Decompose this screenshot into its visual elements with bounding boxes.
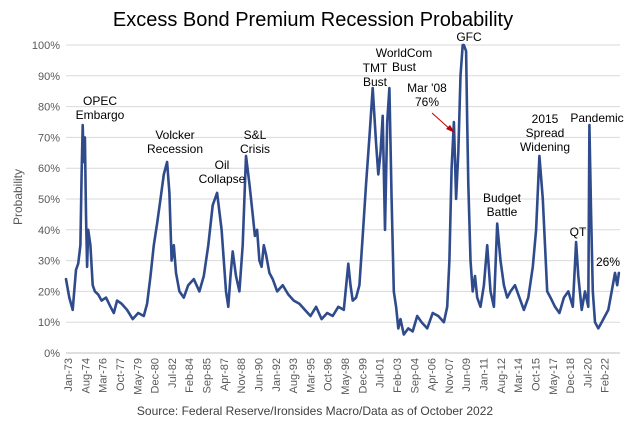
- x-tick-label: Apr-87: [219, 358, 231, 391]
- x-tick-label: Jun-09: [461, 358, 473, 392]
- y-axis-ticks: 0% 10% 20% 30% 40% 50% 60% 70% 80% 90% 100%: [32, 40, 60, 360]
- annotation-line: Pandemic: [570, 111, 623, 125]
- annotation-label: Oil Collapse: [199, 158, 246, 186]
- annotation-label: 26%: [596, 255, 620, 269]
- annotation-line: WorldCom: [376, 46, 432, 60]
- annotation-line: Embargo: [76, 108, 125, 122]
- annotation-line: Collapse: [199, 172, 246, 186]
- x-tick-label: Dec-18: [565, 358, 577, 393]
- annotation-label: 2015 Spread Widening: [520, 112, 570, 154]
- x-tick-label: Jul-01: [375, 358, 387, 388]
- x-tick-label: Oct-77: [115, 358, 127, 391]
- annotation-label: GFC: [456, 30, 482, 44]
- x-tick-label: Aug-93: [288, 358, 300, 393]
- annotation-line: Bust: [392, 60, 417, 74]
- y-tick-label: 30%: [38, 256, 60, 268]
- annotation-line: 26%: [596, 255, 620, 269]
- annotation-label: OPEC Embargo: [76, 94, 125, 122]
- x-tick-label: Jul-20: [582, 358, 594, 388]
- x-tick-label: Nov-07: [444, 358, 456, 393]
- y-axis-label: Probability: [11, 169, 25, 225]
- x-tick-label: May-79: [132, 358, 144, 395]
- series-line: [64, 43, 621, 336]
- annotation-line: Spread: [526, 126, 565, 140]
- x-tick-label: Oct-96: [323, 358, 335, 391]
- y-tick-label: 100%: [32, 40, 60, 52]
- y-tick-label: 90%: [38, 71, 60, 83]
- annotation-line: Battle: [487, 205, 518, 219]
- x-tick-label: Feb-03: [392, 358, 404, 393]
- annotation-label: Mar '08 76%: [407, 81, 447, 109]
- annotation-line: Bust: [363, 75, 388, 89]
- annotation-line: Oil: [215, 158, 230, 172]
- annotation-line: Recession: [147, 142, 203, 156]
- y-tick-label: 20%: [38, 286, 60, 298]
- annotation-line: GFC: [456, 30, 482, 44]
- y-tick-label: 50%: [38, 194, 60, 206]
- x-tick-label: Aug-12: [496, 358, 508, 393]
- x-tick-label: Sep-04: [409, 358, 421, 393]
- annotation-line: 2015: [532, 112, 559, 126]
- annotation-label: QT: [570, 225, 587, 239]
- x-tick-label: Feb-84: [184, 358, 196, 393]
- x-tick-label: Feb-22: [600, 358, 612, 393]
- x-tick-label: Jun-90: [253, 358, 265, 392]
- annotation-arrowhead: [446, 125, 455, 133]
- annotation-line: Volcker: [155, 128, 194, 142]
- y-tick-label: 10%: [38, 317, 60, 329]
- annotation-line: TMT: [363, 61, 388, 75]
- x-tick-label: Sep-85: [202, 358, 214, 393]
- source-note: Source: Federal Reserve/Ironsides Macro/…: [137, 404, 494, 418]
- x-tick-label: Oct-15: [530, 358, 542, 391]
- annotation-line: OPEC: [83, 94, 117, 108]
- x-tick-label: Mar-95: [305, 358, 317, 393]
- annotation-line: Budget: [483, 191, 522, 205]
- gridlines: [66, 44, 620, 323]
- annotation-line: Mar '08: [407, 81, 447, 95]
- x-tick-label: Mar-76: [98, 358, 110, 393]
- x-tick-label: Mar-14: [513, 358, 525, 393]
- annotation-label: Volcker Recession: [147, 128, 203, 156]
- chart-title: Excess Bond Premium Recession Probabilit…: [113, 9, 513, 31]
- x-tick-label: Jul-82: [167, 358, 179, 388]
- annotation-label: S&L Crisis: [240, 128, 270, 156]
- annotation-line: Crisis: [240, 142, 270, 156]
- x-tick-label: Jan-92: [271, 358, 283, 392]
- annotation-line: Widening: [520, 140, 570, 154]
- x-tick-label: Dec-99: [357, 358, 369, 393]
- y-tick-label: 80%: [38, 102, 60, 114]
- x-tick-label: Jan-73: [63, 358, 75, 392]
- y-tick-label: 40%: [38, 225, 60, 237]
- x-axis-ticks: Jan-73 Aug-74 Mar-76 Oct-77 May-79 Dec-80 Jul-…: [63, 358, 612, 395]
- x-tick-label: Apr-06: [427, 358, 439, 391]
- annotation-label: TMT Bust: [363, 61, 388, 89]
- x-tick-label: May-98: [340, 358, 352, 395]
- annotation-line: 76%: [415, 95, 439, 109]
- x-tick-label: Dec-80: [150, 358, 162, 393]
- x-tick-label: May-17: [548, 358, 560, 395]
- annotation-label: Budget Battle: [483, 191, 522, 219]
- x-tick-label: Jan-11: [479, 358, 491, 391]
- annotation-label: WorldCom Bust: [376, 46, 432, 74]
- annotation-label: Pandemic: [570, 111, 623, 125]
- y-tick-label: 60%: [38, 163, 60, 175]
- y-tick-label: 0%: [44, 348, 60, 360]
- y-tick-label: 70%: [38, 132, 60, 144]
- x-tick-label: Nov-88: [236, 358, 248, 393]
- x-tick-label: Aug-74: [80, 358, 92, 393]
- annotation-line: S&L: [244, 128, 267, 142]
- annotation-line: QT: [570, 225, 587, 239]
